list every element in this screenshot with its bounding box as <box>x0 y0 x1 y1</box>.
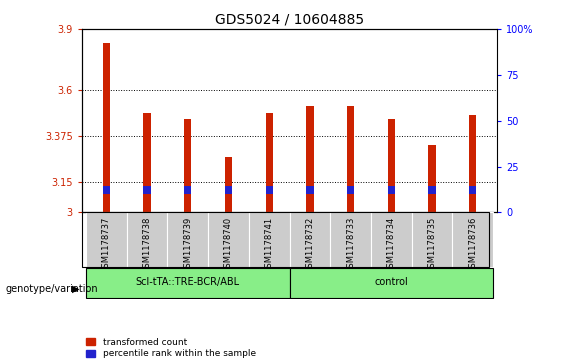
Text: GSM1178738: GSM1178738 <box>142 217 151 273</box>
Bar <box>249 212 289 267</box>
Bar <box>127 212 167 267</box>
Bar <box>347 106 354 212</box>
Bar <box>428 186 436 194</box>
Text: genotype/variation: genotype/variation <box>6 284 98 294</box>
Bar <box>86 212 127 267</box>
Text: GSM1178734: GSM1178734 <box>387 217 396 273</box>
Bar <box>289 212 331 267</box>
Bar <box>225 158 232 212</box>
Bar <box>144 186 151 194</box>
Text: ▶: ▶ <box>72 284 79 294</box>
Bar <box>184 119 192 212</box>
Text: control: control <box>375 277 408 287</box>
Bar <box>225 186 232 194</box>
Legend: transformed count, percentile rank within the sample: transformed count, percentile rank withi… <box>86 338 256 359</box>
Text: GSM1178736: GSM1178736 <box>468 217 477 273</box>
Bar <box>86 269 289 298</box>
Text: GSM1178735: GSM1178735 <box>428 217 437 273</box>
Bar <box>306 106 314 212</box>
Bar <box>469 186 476 194</box>
Bar <box>184 186 192 194</box>
Bar <box>347 186 354 194</box>
Bar <box>388 119 395 212</box>
Bar <box>388 186 395 194</box>
Bar <box>167 212 208 267</box>
Bar <box>453 212 493 267</box>
Bar <box>412 212 453 267</box>
Text: GSM1178739: GSM1178739 <box>183 217 192 273</box>
Text: GSM1178733: GSM1178733 <box>346 217 355 273</box>
Title: GDS5024 / 10604885: GDS5024 / 10604885 <box>215 12 364 26</box>
Bar <box>306 186 314 194</box>
Bar <box>144 113 151 212</box>
Bar <box>103 186 110 194</box>
Bar <box>208 212 249 267</box>
Text: Scl-tTA::TRE-BCR/ABL: Scl-tTA::TRE-BCR/ABL <box>136 277 240 287</box>
Text: GSM1178732: GSM1178732 <box>306 217 314 273</box>
Bar <box>371 212 412 267</box>
Text: GSM1178740: GSM1178740 <box>224 217 233 273</box>
Bar <box>266 113 273 212</box>
Bar <box>331 212 371 267</box>
Text: GSM1178737: GSM1178737 <box>102 217 111 273</box>
Bar <box>103 43 110 212</box>
Bar <box>469 115 476 212</box>
Bar <box>266 186 273 194</box>
Bar <box>428 145 436 212</box>
Text: GSM1178741: GSM1178741 <box>265 217 273 273</box>
Bar <box>289 269 493 298</box>
